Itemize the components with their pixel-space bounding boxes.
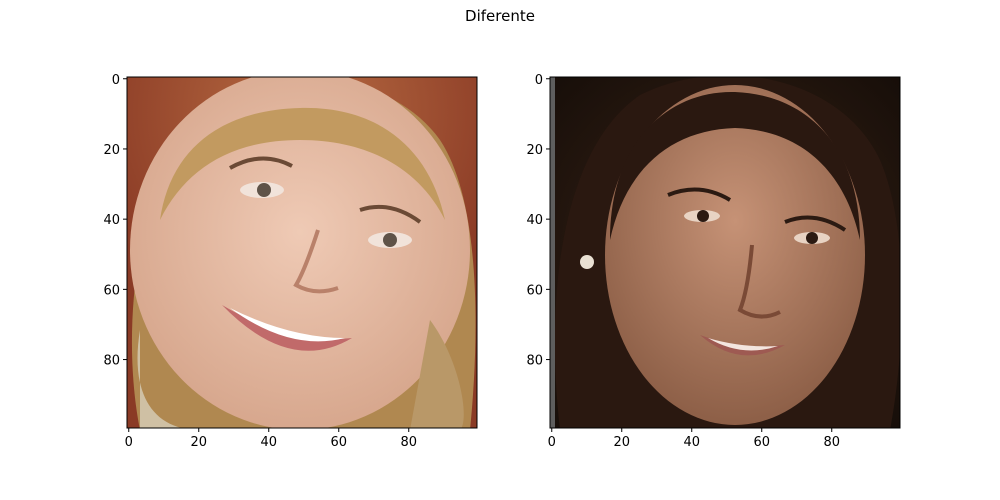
y-tick-label: 40 <box>103 213 120 228</box>
x-tick-label: 80 <box>400 435 417 450</box>
x-tick-label: 60 <box>330 435 347 450</box>
x-tick-label: 40 <box>683 435 700 450</box>
y-tick-label: 60 <box>526 283 543 298</box>
face-image-1 <box>127 77 477 428</box>
figure-title: Diferente <box>465 7 535 25</box>
x-tick-label: 0 <box>125 435 133 450</box>
x-tick-label: 20 <box>613 435 630 450</box>
x-tick-label: 20 <box>190 435 207 450</box>
y-tick-label: 40 <box>526 213 543 228</box>
y-tick-label: 80 <box>526 354 543 369</box>
face-image-2 <box>550 77 900 428</box>
y-tick-label: 60 <box>103 283 120 298</box>
axes-frame-1 <box>126 76 478 429</box>
axes-frame-2 <box>549 76 901 429</box>
x-tick-label: 0 <box>548 435 556 450</box>
x-tick-label: 80 <box>823 435 840 450</box>
y-tick-label: 20 <box>103 143 120 158</box>
y-tick-label: 20 <box>526 143 543 158</box>
y-tick-label: 0 <box>112 73 120 88</box>
y-tick-label: 80 <box>103 354 120 369</box>
y-tick-label: 0 <box>535 73 543 88</box>
x-tick-label: 40 <box>260 435 277 450</box>
x-tick-label: 60 <box>753 435 770 450</box>
